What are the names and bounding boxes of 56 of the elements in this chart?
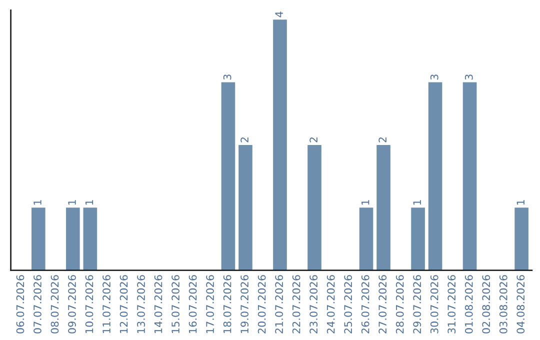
- data-label: 1: [85, 200, 94, 205]
- x-tick-label: 02.08.2026: [482, 275, 490, 334]
- bar: [514, 208, 528, 270]
- x-tick-label: 04.08.2026: [516, 275, 525, 334]
- x-tick-label: 20.07.2026: [258, 275, 266, 334]
- bar: [273, 20, 287, 270]
- x-tick-label: 30.07.2026: [430, 275, 438, 334]
- bar: [66, 208, 80, 270]
- x-tick-label: 13.07.2026: [137, 275, 145, 333]
- x-tick-label: 07.07.2026: [34, 275, 42, 334]
- bar: [462, 82, 477, 270]
- x-tick-label: 06.07.2026: [16, 275, 24, 334]
- x-tick-label: 23.07.2026: [310, 275, 318, 334]
- bar: [359, 208, 374, 270]
- x-tick-label: 15.07.2026: [172, 275, 180, 333]
- x-tick-label: 24.07.2026: [326, 275, 335, 334]
- data-label: 1: [362, 200, 370, 205]
- bar: [221, 82, 236, 270]
- x-tick-label: 09.07.2026: [68, 275, 76, 334]
- x-tick-label: 12.07.2026: [120, 275, 128, 333]
- data-label: 3: [223, 74, 232, 80]
- x-tick-label: 21.07.2026: [275, 275, 283, 334]
- data-label: 3: [430, 74, 438, 80]
- data-label: 2: [240, 137, 248, 142]
- bar: [83, 208, 98, 270]
- x-tick-label: 26.07.2026: [361, 275, 370, 334]
- x-tick-label: 11.07.2026: [102, 275, 110, 333]
- x-tick-label: 25.07.2026: [344, 275, 352, 334]
- data-label: 2: [310, 137, 318, 142]
- data-label: 4: [275, 12, 283, 18]
- x-tick-label: 28.07.2026: [396, 275, 404, 334]
- x-tick-label: 19.07.2026: [240, 275, 248, 333]
- x-tick-label: 16.07.2026: [188, 275, 197, 333]
- x-tick-label: 31.07.2026: [448, 275, 456, 334]
- data-label: 2: [378, 137, 386, 142]
- bar: [308, 144, 322, 270]
- bar: [376, 144, 390, 270]
- x-tick-label: 17.07.2026: [206, 275, 214, 333]
- bar: [428, 82, 442, 270]
- bar: [238, 144, 252, 270]
- data-label: 1: [516, 200, 524, 205]
- x-tick-label: 14.07.2026: [154, 275, 162, 333]
- data-label: 1: [413, 200, 421, 205]
- bar: [32, 208, 46, 270]
- x-tick-label: 27.07.2026: [378, 275, 387, 334]
- data-label: 1: [68, 200, 76, 205]
- x-tick-label: 10.07.2026: [85, 275, 94, 333]
- data-label: 3: [464, 74, 473, 80]
- data-label: 1: [34, 200, 42, 205]
- x-tick-label: 03.08.2026: [499, 275, 508, 334]
- bar: [411, 208, 425, 270]
- x-tick-label: 08.07.2026: [50, 275, 59, 334]
- x-tick-label: 18.07.2026: [223, 275, 232, 333]
- x-tick-label: 01.08.2026: [464, 275, 473, 334]
- x-tick-label: 29.07.2026: [413, 275, 422, 334]
- x-tick-label: 22.07.2026: [292, 275, 300, 334]
